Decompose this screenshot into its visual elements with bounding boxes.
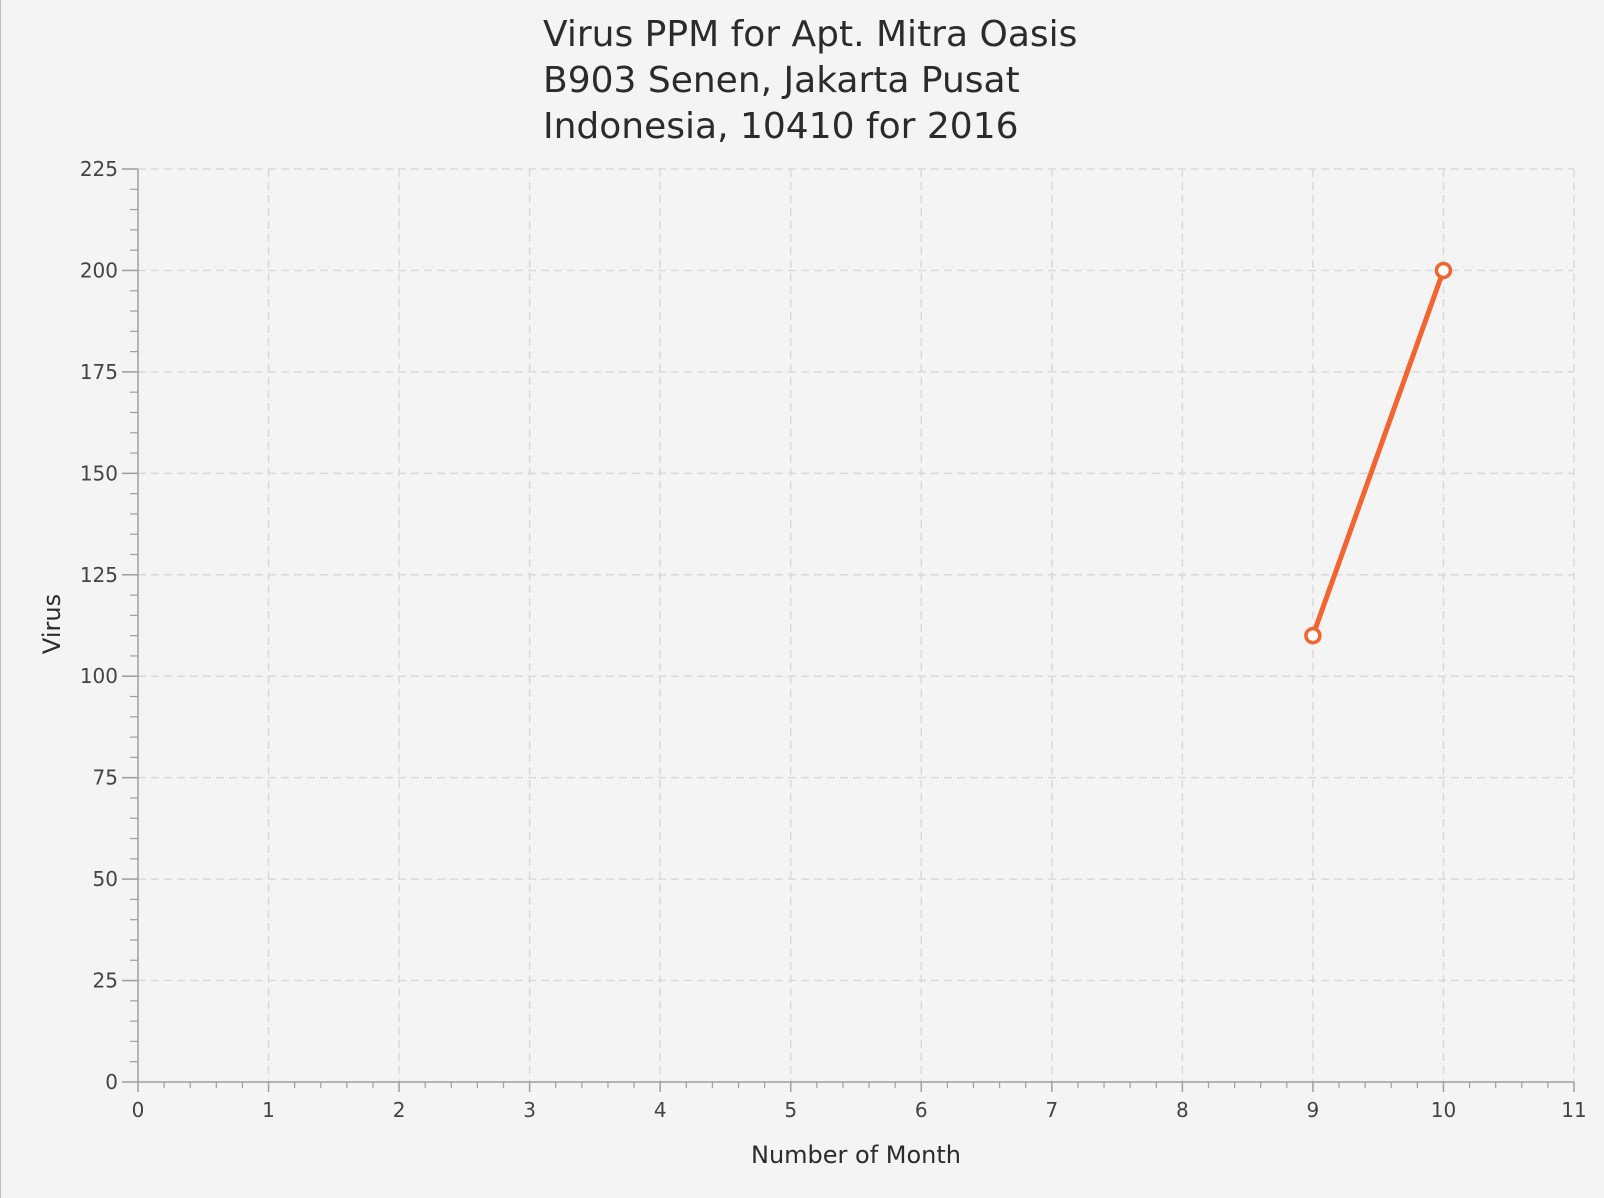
- y-tick-label: 50: [93, 867, 118, 891]
- window-left-edge: [0, 0, 1, 1198]
- grid: [138, 168, 1575, 1082]
- y-tick-label: 25: [93, 969, 118, 993]
- x-tick-label: 8: [1176, 1098, 1189, 1122]
- chart-title-line-2: B903 Senen, Jakarta Pusat: [543, 60, 1020, 101]
- y-tick-label: 150: [80, 461, 118, 485]
- x-tick-label: 11: [1561, 1098, 1586, 1122]
- x-tick-label: 3: [523, 1098, 536, 1122]
- x-tick-label: 10: [1431, 1098, 1456, 1122]
- series: [1304, 261, 1453, 645]
- x-tick-label: 5: [784, 1098, 797, 1122]
- y-tick-label: 0: [105, 1070, 118, 1094]
- chart-title-line-3: Indonesia, 10410 for 2016: [543, 106, 1019, 147]
- data-point: [1304, 626, 1322, 645]
- axes: 0 1 2 3 4 5 6 7 8 9 10 11 0 25 50 75 100 125 150 175 200 225: [80, 157, 1587, 1122]
- y-axis-title: Virus: [38, 594, 66, 654]
- x-tick-label: 9: [1307, 1098, 1320, 1122]
- x-tick-label: 2: [393, 1098, 406, 1122]
- series-line: [1310, 267, 1446, 639]
- x-tick-label: 7: [1045, 1098, 1058, 1122]
- y-tick-label: 175: [80, 360, 118, 384]
- x-axis-title: Number of Month: [751, 1141, 961, 1169]
- chart-title-line-1: Virus PPM for Apt. Mitra Oasis: [543, 14, 1077, 55]
- x-tick-label: 6: [915, 1098, 928, 1122]
- x-tick-label: 0: [132, 1098, 145, 1122]
- chart-title: Virus PPM for Apt. Mitra Oasis B903 Sene…: [543, 14, 1077, 147]
- y-tick-label: 200: [80, 258, 118, 282]
- y-tick-label: 75: [93, 766, 118, 790]
- x-tick-label: 1: [262, 1098, 275, 1122]
- x-tick-label: 4: [654, 1098, 667, 1122]
- y-tick-label: 225: [80, 157, 118, 181]
- y-tick-label: 125: [80, 563, 118, 587]
- data-point: [1434, 261, 1453, 280]
- y-tick-label: 100: [80, 664, 118, 688]
